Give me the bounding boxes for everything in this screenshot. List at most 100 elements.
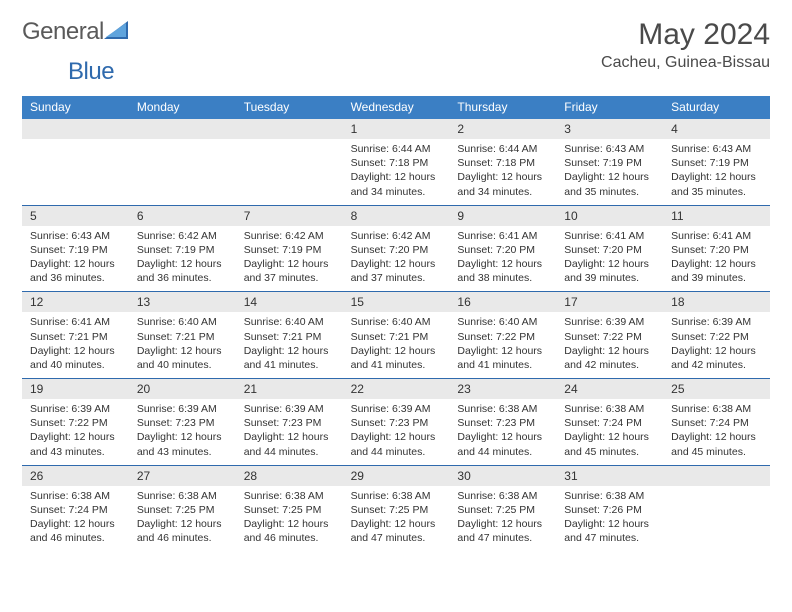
sunrise-text: Sunrise: 6:40 AM — [244, 315, 335, 329]
daylight-text: Daylight: 12 hours and 43 minutes. — [30, 430, 121, 458]
weekday-sunday: Sunday — [22, 96, 129, 119]
day-number-13: 13 — [129, 292, 236, 312]
sunset-text: Sunset: 7:23 PM — [351, 416, 442, 430]
sunset-text: Sunset: 7:20 PM — [671, 243, 762, 257]
day-details-31: Sunrise: 6:38 AMSunset: 7:26 PMDaylight:… — [556, 486, 663, 552]
day-number-28: 28 — [236, 466, 343, 486]
sunrise-text: Sunrise: 6:38 AM — [564, 402, 655, 416]
daylight-text: Daylight: 12 hours and 36 minutes. — [137, 257, 228, 285]
sunset-text: Sunset: 7:22 PM — [30, 416, 121, 430]
daylight-text: Daylight: 12 hours and 40 minutes. — [30, 344, 121, 372]
daylight-text: Daylight: 12 hours and 38 minutes. — [457, 257, 548, 285]
day-details-8: Sunrise: 6:42 AMSunset: 7:20 PMDaylight:… — [343, 226, 450, 292]
week-row: 262728293031Sunrise: 6:38 AMSunset: 7:24… — [22, 466, 770, 552]
sunset-text: Sunset: 7:19 PM — [244, 243, 335, 257]
daylight-text: Daylight: 12 hours and 45 minutes. — [564, 430, 655, 458]
sunrise-text: Sunrise: 6:42 AM — [244, 229, 335, 243]
sunset-text: Sunset: 7:26 PM — [564, 503, 655, 517]
daylight-text: Daylight: 12 hours and 35 minutes. — [671, 170, 762, 198]
sunset-text: Sunset: 7:20 PM — [351, 243, 442, 257]
weeks: 1234Sunrise: 6:44 AMSunset: 7:18 PMDayli… — [22, 119, 770, 551]
empty-day-details — [129, 139, 236, 205]
weekday-header: SundayMondayTuesdayWednesdayThursdayFrid… — [22, 96, 770, 119]
daylight-text: Daylight: 12 hours and 35 minutes. — [564, 170, 655, 198]
daylight-text: Daylight: 12 hours and 44 minutes. — [457, 430, 548, 458]
daylight-text: Daylight: 12 hours and 47 minutes. — [457, 517, 548, 545]
day-details-13: Sunrise: 6:40 AMSunset: 7:21 PMDaylight:… — [129, 312, 236, 378]
sunrise-text: Sunrise: 6:42 AM — [137, 229, 228, 243]
brand-logo: General — [22, 18, 132, 46]
sunset-text: Sunset: 7:21 PM — [137, 330, 228, 344]
daylight-text: Daylight: 12 hours and 42 minutes. — [671, 344, 762, 372]
day-details-18: Sunrise: 6:39 AMSunset: 7:22 PMDaylight:… — [663, 312, 770, 378]
day-details-12: Sunrise: 6:41 AMSunset: 7:21 PMDaylight:… — [22, 312, 129, 378]
weekday-thursday: Thursday — [449, 96, 556, 119]
sunrise-text: Sunrise: 6:43 AM — [671, 142, 762, 156]
month-title: May 2024 — [601, 18, 770, 52]
daylight-text: Daylight: 12 hours and 47 minutes. — [351, 517, 442, 545]
day-number-27: 27 — [129, 466, 236, 486]
day-details-24: Sunrise: 6:38 AMSunset: 7:24 PMDaylight:… — [556, 399, 663, 465]
day-number-3: 3 — [556, 119, 663, 139]
day-number-23: 23 — [449, 379, 556, 399]
sunset-text: Sunset: 7:23 PM — [244, 416, 335, 430]
sunrise-text: Sunrise: 6:44 AM — [457, 142, 548, 156]
day-number-11: 11 — [663, 206, 770, 226]
sunrise-text: Sunrise: 6:42 AM — [351, 229, 442, 243]
daylight-text: Daylight: 12 hours and 46 minutes. — [244, 517, 335, 545]
sunset-text: Sunset: 7:22 PM — [671, 330, 762, 344]
sunrise-text: Sunrise: 6:44 AM — [351, 142, 442, 156]
sunrise-text: Sunrise: 6:38 AM — [564, 489, 655, 503]
calendar-page: General May 2024 Cacheu, Guinea-Bissau B… — [0, 0, 792, 551]
day-number-19: 19 — [22, 379, 129, 399]
sunrise-text: Sunrise: 6:38 AM — [351, 489, 442, 503]
sunset-text: Sunset: 7:24 PM — [30, 503, 121, 517]
sunrise-text: Sunrise: 6:39 AM — [137, 402, 228, 416]
sunrise-text: Sunrise: 6:40 AM — [457, 315, 548, 329]
day-number-6: 6 — [129, 206, 236, 226]
daylight-text: Daylight: 12 hours and 45 minutes. — [671, 430, 762, 458]
day-details-19: Sunrise: 6:39 AMSunset: 7:22 PMDaylight:… — [22, 399, 129, 465]
day-number-1: 1 — [343, 119, 450, 139]
day-details-21: Sunrise: 6:39 AMSunset: 7:23 PMDaylight:… — [236, 399, 343, 465]
daylight-text: Daylight: 12 hours and 39 minutes. — [564, 257, 655, 285]
day-number-15: 15 — [343, 292, 450, 312]
sunrise-text: Sunrise: 6:40 AM — [137, 315, 228, 329]
sunrise-text: Sunrise: 6:38 AM — [244, 489, 335, 503]
week-row: 19202122232425Sunrise: 6:39 AMSunset: 7:… — [22, 379, 770, 466]
day-details-30: Sunrise: 6:38 AMSunset: 7:25 PMDaylight:… — [449, 486, 556, 552]
day-number-20: 20 — [129, 379, 236, 399]
weekday-saturday: Saturday — [663, 96, 770, 119]
sunset-text: Sunset: 7:20 PM — [457, 243, 548, 257]
daylight-text: Daylight: 12 hours and 47 minutes. — [564, 517, 655, 545]
empty-day-number — [236, 119, 343, 139]
week-row: 12131415161718Sunrise: 6:41 AMSunset: 7:… — [22, 292, 770, 379]
sunset-text: Sunset: 7:23 PM — [137, 416, 228, 430]
day-number-8: 8 — [343, 206, 450, 226]
empty-day-details — [236, 139, 343, 205]
sunset-text: Sunset: 7:19 PM — [564, 156, 655, 170]
day-number-31: 31 — [556, 466, 663, 486]
day-details-20: Sunrise: 6:39 AMSunset: 7:23 PMDaylight:… — [129, 399, 236, 465]
day-details-3: Sunrise: 6:43 AMSunset: 7:19 PMDaylight:… — [556, 139, 663, 205]
sunrise-text: Sunrise: 6:43 AM — [564, 142, 655, 156]
sunset-text: Sunset: 7:20 PM — [564, 243, 655, 257]
day-details-28: Sunrise: 6:38 AMSunset: 7:25 PMDaylight:… — [236, 486, 343, 552]
day-number-18: 18 — [663, 292, 770, 312]
daylight-text: Daylight: 12 hours and 43 minutes. — [137, 430, 228, 458]
sunset-text: Sunset: 7:25 PM — [457, 503, 548, 517]
daylight-text: Daylight: 12 hours and 34 minutes. — [457, 170, 548, 198]
day-number-22: 22 — [343, 379, 450, 399]
weekday-monday: Monday — [129, 96, 236, 119]
sunset-text: Sunset: 7:25 PM — [137, 503, 228, 517]
day-details-17: Sunrise: 6:39 AMSunset: 7:22 PMDaylight:… — [556, 312, 663, 378]
weekday-wednesday: Wednesday — [343, 96, 450, 119]
daylight-text: Daylight: 12 hours and 39 minutes. — [671, 257, 762, 285]
daylight-text: Daylight: 12 hours and 42 minutes. — [564, 344, 655, 372]
day-number-12: 12 — [22, 292, 129, 312]
day-details-25: Sunrise: 6:38 AMSunset: 7:24 PMDaylight:… — [663, 399, 770, 465]
day-number-9: 9 — [449, 206, 556, 226]
sunrise-text: Sunrise: 6:38 AM — [457, 489, 548, 503]
sunset-text: Sunset: 7:21 PM — [30, 330, 121, 344]
day-number-5: 5 — [22, 206, 129, 226]
